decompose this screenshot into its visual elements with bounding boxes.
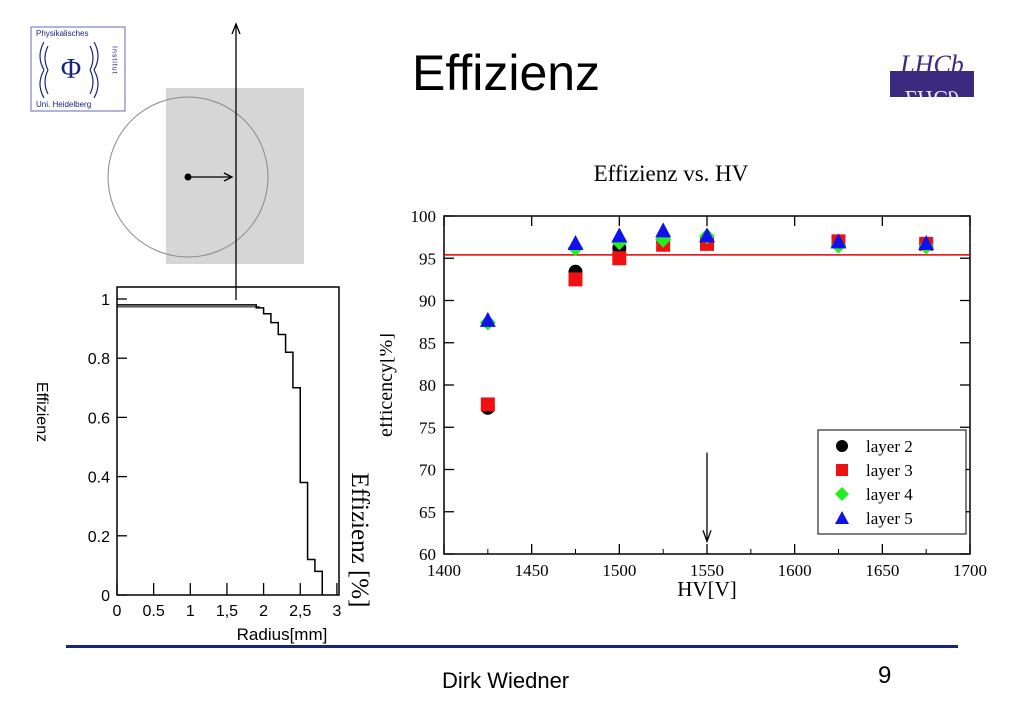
y-axis-ticks: 60 65 70 75 80 85 90 95 100 xyxy=(411,207,970,564)
physikalisches-institut-logo: Physikalisches Uni. Heidelberg Institut … xyxy=(30,26,126,112)
author-name: Dirk Wiedner xyxy=(442,668,570,693)
x-axis-label: HV[V] xyxy=(677,577,736,601)
vertical-arrowhead-icon xyxy=(231,22,241,35)
data-point-square xyxy=(568,272,583,287)
x-tick-label: 1 xyxy=(186,603,195,620)
data-point-triangle xyxy=(699,227,715,243)
efficiency-radius-chart: 0 0.2 0.4 0.6 0.8 1 0 0.5 1 1,5 2 2,5 3 Effizienz R… xyxy=(33,22,373,644)
y-tick-label: 80 xyxy=(419,376,436,395)
footer-divider xyxy=(66,645,958,648)
lhcb-mirror-text: LHCb xyxy=(904,86,959,99)
x-axis-label: Radius[mm] xyxy=(237,625,328,644)
phi-symbol-icon: Φ xyxy=(61,54,81,85)
x-tick-label: 0.5 xyxy=(143,603,165,620)
legend-marker-triangle xyxy=(835,511,849,524)
y-axis-label: efficency[%] xyxy=(380,333,397,437)
lhcb-logo: LHCb LHCb xyxy=(890,50,974,99)
x-tick-label: 1450 xyxy=(515,561,549,580)
data-point-triangle xyxy=(655,222,672,238)
y-tick-label: 1 xyxy=(101,292,110,309)
logo-frame xyxy=(30,26,126,112)
data-point-square xyxy=(612,251,627,266)
legend-marker-square xyxy=(836,464,848,476)
x-tick-label: 0 xyxy=(113,603,122,620)
data-point-triangle xyxy=(611,227,628,243)
x-tick-label: 2,5 xyxy=(289,603,311,620)
arrow-head-icon xyxy=(702,530,712,544)
logo-text-bottom: Uni. Heidelberg xyxy=(36,100,91,109)
x-tick-label: 1600 xyxy=(778,561,812,580)
logo-text-top: Physikalisches xyxy=(36,29,88,38)
efficiency-step-curve xyxy=(117,304,323,595)
data-points xyxy=(479,222,935,415)
x-axis-ticks: 0 0.5 1 1,5 2 2,5 3 xyxy=(113,583,341,620)
radius-arrowhead-icon xyxy=(223,172,234,182)
y-tick-label: 65 xyxy=(419,503,436,522)
y-tick-label: 70 xyxy=(419,461,436,480)
data-point-triangle xyxy=(830,233,847,249)
logo-text-side: Institut xyxy=(111,46,118,75)
y-tick-label: 85 xyxy=(419,334,436,353)
x-tick-label: 1550 xyxy=(690,561,724,580)
efficiency-hv-chart: Effizienz vs. HV 60 65 70 75 80 85 90 95 100 140… xyxy=(380,161,987,601)
detector-circle xyxy=(107,96,269,258)
y-tick-label: 0 xyxy=(101,588,110,605)
y-tick-label: 100 xyxy=(411,207,437,226)
y-tick-label: 0.6 xyxy=(88,410,110,427)
x-tick-label: 3 xyxy=(332,603,341,620)
y-tick-label: 90 xyxy=(419,292,436,311)
y-axis-ticks: 0 0.2 0.4 0.6 0.8 1 xyxy=(88,292,127,605)
x-tick-label: 1700 xyxy=(953,561,987,580)
legend-label: layer 2 xyxy=(866,437,913,456)
y-tick-label: 0.4 xyxy=(88,470,110,487)
x-tick-label: 2 xyxy=(259,603,268,620)
legend-marker-diamond xyxy=(835,487,849,501)
y-tick-label: 0.8 xyxy=(88,351,110,368)
x-axis-ticks: 1400 1450 1500 1550 1600 1650 1700 xyxy=(427,216,987,580)
x-tick-label: 1400 xyxy=(427,561,461,580)
data-point-triangle xyxy=(567,235,584,251)
legend: layer 2 layer 3 layer 4 layer 5 xyxy=(817,429,967,535)
y-tick-label: 0.2 xyxy=(88,529,110,546)
x-tick-label: 1,5 xyxy=(216,603,238,620)
page-number: 9 xyxy=(878,662,892,689)
slide-title: Effizienz xyxy=(412,45,601,101)
legend-marker-circle xyxy=(836,440,848,452)
lhcb-text: LHCb xyxy=(899,50,964,79)
x-tick-label: 1650 xyxy=(865,561,899,580)
y-axis-label: Effizienz xyxy=(33,382,50,442)
x-tick-label: 1500 xyxy=(602,561,636,580)
data-point-square xyxy=(480,397,495,412)
legend-label: layer 3 xyxy=(866,461,913,480)
lhcb-band xyxy=(890,71,974,97)
y-tick-label: 60 xyxy=(419,545,436,564)
hv-arrow xyxy=(702,452,712,544)
legend-label: layer 4 xyxy=(866,485,913,504)
overlay-axis-label: Effizienz [%] xyxy=(346,473,373,608)
chart-title: Effizienz vs. HV xyxy=(594,161,749,186)
legend-label: layer 5 xyxy=(866,509,913,528)
plot-frame xyxy=(116,286,340,596)
y-tick-label: 95 xyxy=(419,249,436,268)
field-lines-icon xyxy=(39,41,99,99)
data-point-triangle xyxy=(479,311,496,327)
data-point-triangle xyxy=(918,235,935,251)
y-tick-label: 75 xyxy=(419,418,436,437)
